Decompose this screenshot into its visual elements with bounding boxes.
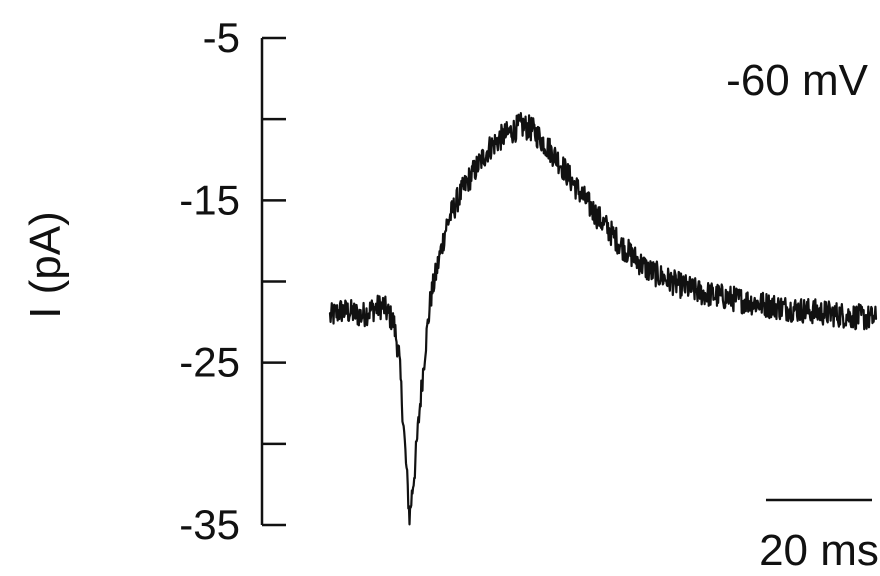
y-axis: -5 -15 -25 -35 bbox=[179, 14, 286, 548]
y-tick-label: -15 bbox=[179, 176, 240, 223]
y-tick-label: -5 bbox=[203, 14, 240, 61]
y-tick-label: -35 bbox=[179, 501, 240, 548]
voltage-annotation: -60 mV bbox=[726, 56, 868, 105]
y-axis-label: I (pA) bbox=[21, 211, 70, 319]
current-trace-line bbox=[328, 112, 878, 526]
time-scale-label: 20 ms bbox=[759, 526, 879, 575]
current-trace bbox=[328, 112, 878, 526]
y-tick-label: -25 bbox=[179, 339, 240, 386]
